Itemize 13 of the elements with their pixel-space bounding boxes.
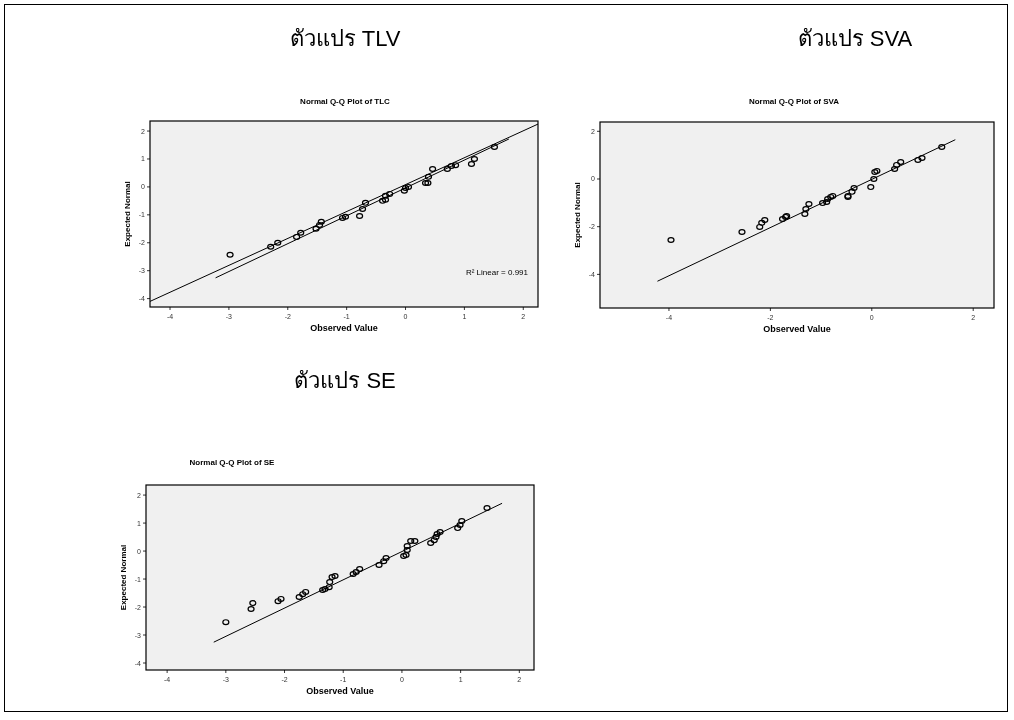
- chart-title: ตัวแปร SE: [294, 368, 396, 393]
- x-axis-title: Observed Value: [763, 324, 831, 334]
- chart-subtitle: Normal Q-Q Plot of SVA: [748, 97, 840, 106]
- chart-title: ตัวแปร SVA: [797, 26, 913, 51]
- annotation: R² Linear = 0.991: [465, 268, 529, 277]
- chart-title: ตัวแปร TLV: [289, 26, 401, 51]
- x-axis-title: Observed Value: [310, 323, 378, 333]
- chart-subtitle: Normal Q-Q Plot of SE: [189, 458, 276, 467]
- x-axis-title: Observed Value: [306, 686, 374, 696]
- y-axis-title: Expected Normal: [119, 544, 128, 611]
- y-axis-title: Expected Normal: [573, 182, 582, 248]
- y-axis-title: Expected Normal: [123, 181, 132, 247]
- chart-subtitle: Normal Q-Q Plot of TLC: [300, 97, 391, 106]
